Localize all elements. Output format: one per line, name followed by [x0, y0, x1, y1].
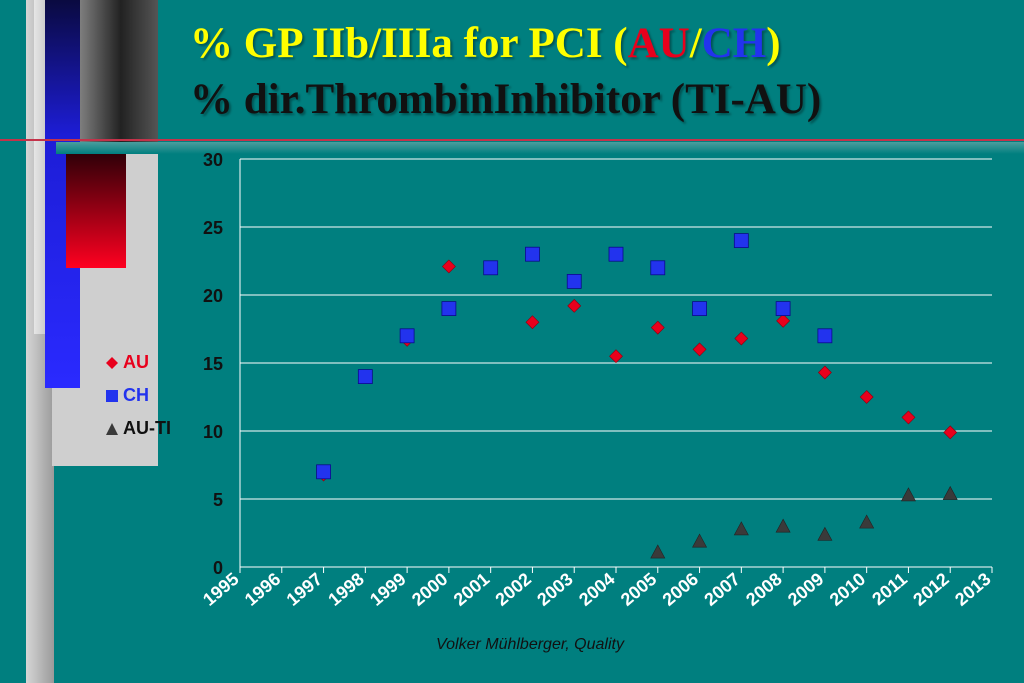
- x-tick-label: 2012: [909, 569, 953, 610]
- point-au: [859, 390, 874, 404]
- title-separator: /: [689, 20, 702, 67]
- point-ch: [775, 301, 791, 317]
- point-au: [734, 331, 749, 346]
- point-au-ti: [900, 487, 916, 502]
- point-ch: [733, 233, 749, 249]
- decor-red-block: [66, 154, 126, 268]
- triangle-icon: [104, 422, 120, 436]
- title-divider: [0, 139, 1024, 141]
- x-tick-label: 2004: [575, 569, 619, 610]
- x-tick-label: 2001: [450, 569, 494, 610]
- point-au: [441, 259, 456, 274]
- point-ch: [441, 301, 457, 317]
- diamond-icon: [104, 356, 120, 370]
- point-au: [943, 425, 958, 440]
- point-au: [567, 298, 582, 313]
- x-tick-label: 2013: [951, 569, 995, 610]
- x-tick-label: 2000: [408, 569, 452, 610]
- legend-item-ch: CH: [104, 379, 171, 412]
- x-tick-label: 2009: [784, 569, 828, 610]
- point-au: [692, 342, 707, 357]
- point-au-ti: [859, 514, 875, 529]
- title-au: AU: [627, 20, 690, 67]
- y-tick-label: 20: [203, 286, 223, 306]
- point-ch: [817, 328, 833, 344]
- point-ch: [566, 273, 582, 289]
- title-line-2: % dir.ThrombinInhibitor (TI-AU): [190, 76, 822, 123]
- point-au-ti: [692, 533, 708, 548]
- x-tick-label: 1996: [241, 569, 285, 610]
- point-ch: [650, 260, 666, 276]
- x-tick-label: 2003: [533, 569, 577, 610]
- point-au-ti: [650, 544, 666, 559]
- legend-item-au-ti: AU-TI: [104, 412, 171, 445]
- x-tick-label: 1999: [366, 569, 410, 610]
- title-line-1-suffix: ): [766, 20, 781, 67]
- x-tick-label: 2010: [826, 569, 870, 610]
- point-au: [901, 410, 916, 425]
- title-line-1-prefix: % GP IIb/IIIa for PCI (: [190, 20, 628, 67]
- y-tick-label: 5: [213, 490, 223, 510]
- point-au: [776, 313, 791, 328]
- legend-label-au: AU: [123, 352, 149, 372]
- point-ch: [692, 301, 707, 317]
- point-au-ti: [942, 485, 958, 500]
- point-ch: [399, 328, 415, 344]
- x-tick-label: 2007: [700, 569, 744, 610]
- title-ch: CH: [701, 20, 767, 67]
- point-au: [650, 320, 665, 335]
- legend-label-ch: CH: [123, 385, 149, 405]
- y-tick-label: 15: [203, 354, 223, 374]
- point-au: [525, 315, 540, 330]
- legend-item-au: AU: [104, 346, 171, 379]
- title-line-1: % GP IIb/IIIa for PCI (AU/CH): [190, 16, 821, 72]
- y-tick-label: 30: [203, 150, 223, 170]
- point-ch: [357, 369, 373, 385]
- title-divider-shadow: [56, 142, 1024, 154]
- point-ch: [525, 246, 540, 262]
- x-tick-label: 2005: [617, 569, 661, 610]
- x-tick-label: 1998: [324, 569, 368, 610]
- point-au: [609, 349, 623, 364]
- legend-label-au-ti: AU-TI: [123, 418, 171, 438]
- y-tick-label: 0: [213, 558, 223, 578]
- x-tick-label: 2011: [868, 569, 911, 609]
- point-ch: [483, 260, 499, 276]
- point-au-ti: [733, 521, 749, 536]
- point-au-ti: [775, 518, 791, 533]
- chart-legend: AU CH AU-TI: [104, 346, 171, 445]
- slide-title: % GP IIb/IIIa for PCI (AU/CH) % dir.Thro…: [190, 16, 821, 128]
- point-ch: [316, 464, 331, 480]
- point-au: [817, 365, 832, 380]
- x-tick-label: 2006: [659, 569, 703, 610]
- x-tick-label: 2008: [742, 569, 786, 610]
- y-tick-label: 10: [203, 422, 223, 442]
- x-tick-label: 1997: [283, 569, 327, 610]
- y-tick-label: 25: [203, 218, 223, 238]
- footer-credit: Volker Mühlberger, Quality: [436, 636, 624, 653]
- x-tick-label: 2002: [491, 569, 535, 610]
- point-au-ti: [817, 526, 833, 541]
- point-ch: [608, 246, 624, 262]
- square-icon: [104, 389, 120, 403]
